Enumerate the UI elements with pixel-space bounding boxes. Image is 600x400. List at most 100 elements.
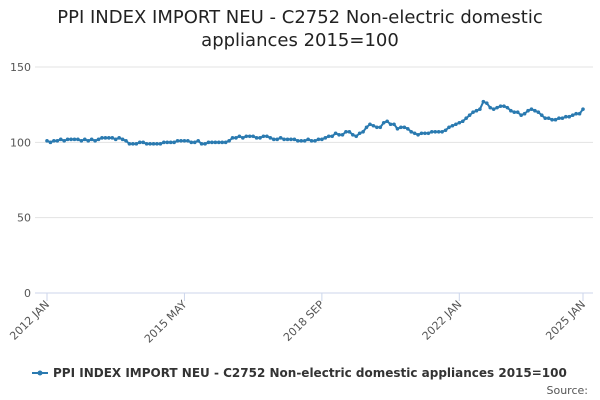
point (216, 140, 221, 145)
series-line (46, 100, 584, 145)
point (419, 131, 424, 136)
point (206, 140, 211, 145)
point (416, 133, 420, 137)
point (581, 107, 585, 111)
point (546, 116, 551, 121)
point (375, 125, 379, 130)
point (79, 139, 84, 143)
point (292, 137, 297, 142)
point (48, 140, 53, 145)
point (86, 139, 91, 143)
point (515, 110, 520, 114)
point (550, 117, 554, 122)
legend-label: PPI INDEX IMPORT NEU - C2752 Non-electri… (53, 366, 567, 380)
point (557, 116, 561, 121)
point (505, 105, 510, 110)
point (93, 139, 97, 143)
point (388, 122, 393, 127)
point (261, 134, 266, 139)
point (344, 129, 348, 134)
point (271, 137, 276, 142)
point (100, 136, 104, 140)
point (58, 137, 63, 142)
point (436, 129, 441, 134)
point (168, 140, 173, 145)
point (361, 129, 365, 134)
point (155, 142, 159, 146)
point (137, 140, 142, 145)
point (409, 129, 414, 134)
point (357, 131, 362, 136)
legend-marker (37, 370, 43, 376)
point (299, 139, 304, 143)
point (564, 114, 568, 119)
point (347, 129, 352, 134)
point (539, 113, 544, 118)
point (220, 140, 225, 145)
x-tick-label: 2018 SEP (281, 298, 327, 344)
point (45, 139, 49, 143)
point (533, 108, 537, 113)
point (296, 139, 300, 143)
point (502, 104, 506, 108)
point (526, 108, 530, 113)
point (162, 140, 166, 145)
point (567, 114, 572, 119)
point (186, 139, 190, 143)
point (529, 107, 534, 111)
point (96, 137, 101, 142)
point (402, 125, 407, 130)
point (192, 140, 197, 145)
point (368, 122, 372, 127)
point (491, 107, 496, 111)
point (175, 139, 180, 143)
point (519, 113, 523, 118)
point (457, 120, 462, 125)
point (474, 108, 479, 113)
point (405, 126, 410, 131)
y-tick-label: 0 (24, 287, 31, 300)
y-tick-label: 100 (10, 136, 31, 149)
point (237, 134, 242, 139)
point (199, 142, 204, 146)
point (52, 139, 56, 143)
point (512, 110, 517, 114)
point (62, 139, 66, 143)
point (333, 131, 338, 136)
chart-title: PPI INDEX IMPORT NEU - C2752 Non-electri… (57, 7, 543, 51)
point (210, 140, 214, 145)
point (570, 113, 575, 118)
point (481, 99, 486, 104)
point (203, 142, 207, 146)
point (82, 137, 87, 142)
point (323, 136, 328, 140)
point (148, 142, 152, 146)
x-tick-label: 2012 JAN (7, 298, 52, 343)
point (172, 140, 176, 145)
point (165, 140, 170, 145)
point (350, 133, 355, 137)
point (241, 136, 245, 140)
point (423, 131, 427, 136)
point (144, 142, 149, 146)
point (141, 140, 146, 145)
point (371, 123, 376, 128)
point (316, 137, 321, 142)
point (337, 133, 341, 137)
point (443, 128, 448, 133)
point (69, 137, 73, 142)
point (131, 142, 135, 146)
point (478, 107, 482, 111)
point (464, 116, 468, 121)
point (320, 137, 324, 142)
point (278, 136, 283, 140)
point (158, 142, 163, 146)
point (254, 136, 259, 140)
point (196, 139, 200, 143)
point (495, 105, 499, 110)
point (440, 129, 444, 134)
point (577, 111, 582, 116)
point (285, 137, 290, 142)
point (244, 134, 249, 139)
